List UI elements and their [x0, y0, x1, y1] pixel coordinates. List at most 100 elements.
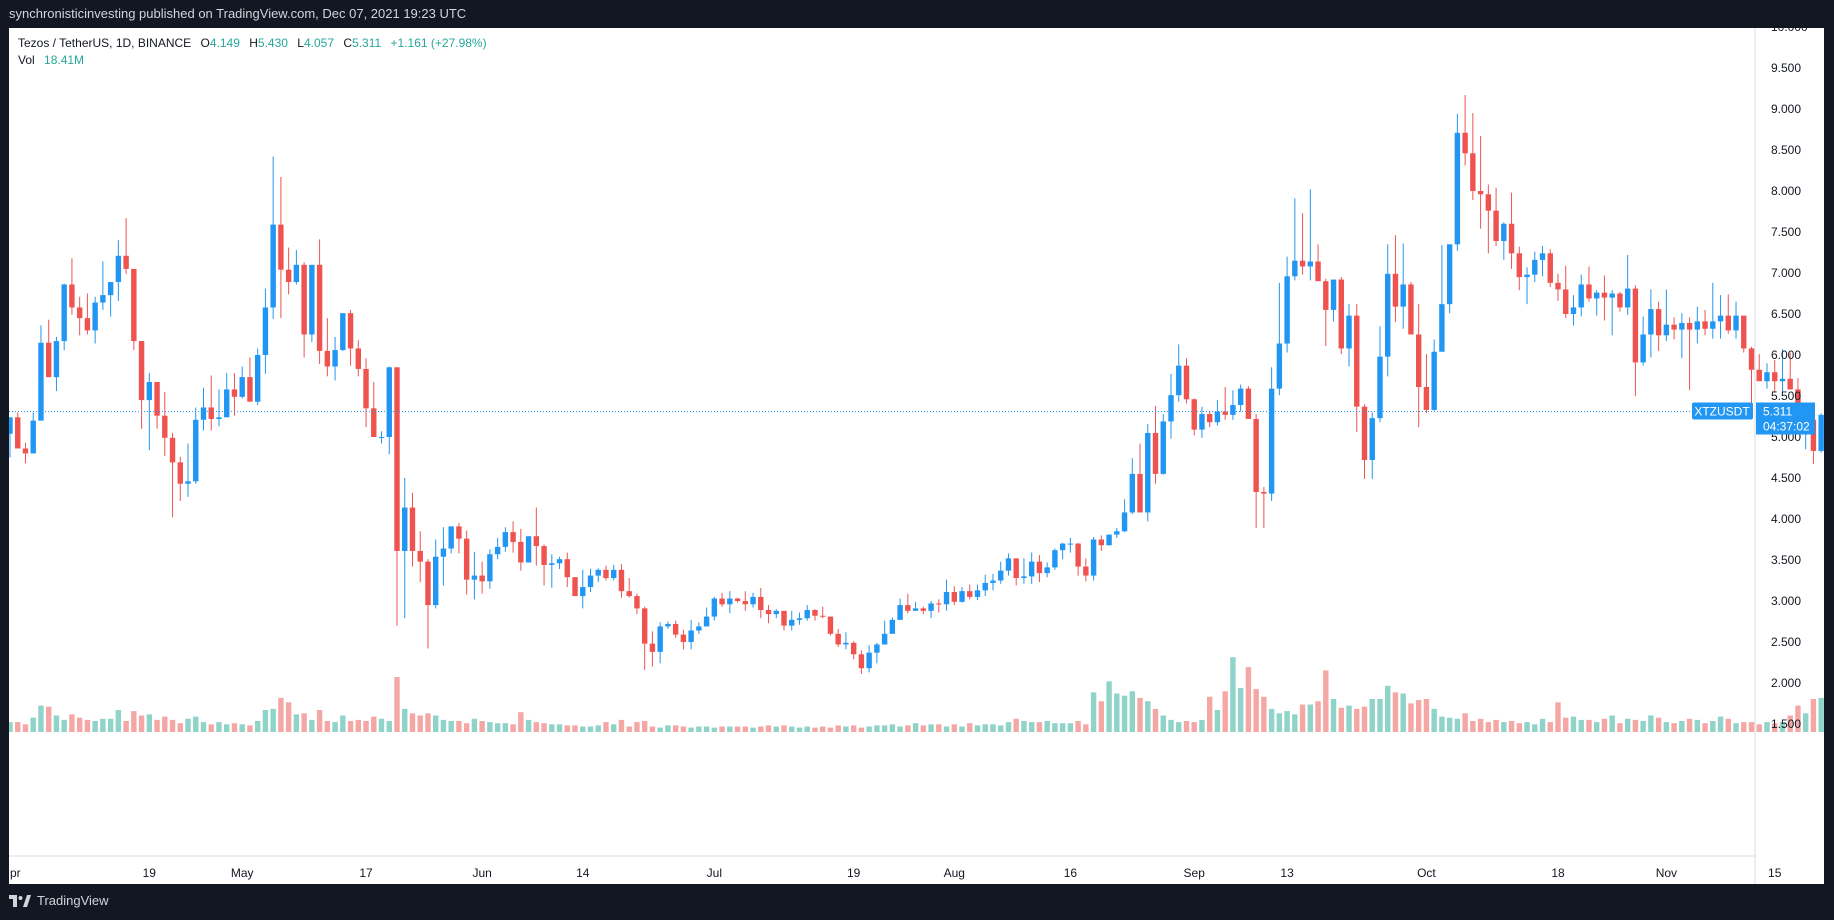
candle [850, 641, 857, 660]
candle-body [463, 538, 470, 580]
candle [1632, 285, 1639, 396]
volume-bar [727, 726, 733, 732]
volume-bar [1245, 667, 1252, 732]
candle [1555, 273, 1561, 301]
candle-body [417, 550, 423, 562]
volume-bar [1609, 715, 1615, 732]
candle [1439, 245, 1445, 352]
candle-body [603, 569, 609, 579]
candle [494, 537, 501, 560]
candle [425, 559, 431, 649]
candlestick-chart[interactable]: 10.000 9.500 9.000 8.500 8.000 7.500 7.000 6.50… [9, 28, 1824, 884]
candle [84, 293, 91, 335]
volume-bar [456, 721, 462, 732]
candle [487, 549, 493, 589]
candle-body [185, 481, 191, 484]
volume-bar [417, 715, 423, 732]
candle-body [448, 526, 454, 549]
candle [518, 528, 524, 571]
candle-body [827, 616, 834, 634]
volume-bar [61, 719, 67, 732]
volume-bar [262, 710, 269, 732]
candle [115, 240, 122, 301]
volume-bar [1818, 697, 1824, 732]
volume-bar [1764, 722, 1770, 732]
candle [417, 531, 423, 583]
time-axis[interactable]: pr19May17Jun14Jul19Aug16Sep13Oct18Nov15D… [10, 866, 1824, 880]
candle-body [1493, 210, 1499, 242]
volume-bar [1586, 719, 1592, 732]
volume-bar [734, 726, 741, 732]
candle [301, 262, 307, 358]
candle-body [796, 618, 803, 620]
candle-body [216, 417, 222, 419]
candle-body [1145, 432, 1151, 513]
volume-bar [1152, 708, 1159, 732]
candle-body [92, 302, 98, 331]
volume-bar [92, 721, 98, 732]
candle [1501, 222, 1507, 260]
candle [1663, 289, 1670, 342]
volume-bar [46, 706, 52, 732]
candle-body [897, 605, 903, 620]
candle [587, 569, 594, 592]
time-tick-label: 15 [1768, 866, 1782, 880]
price-axis[interactable]: 10.000 9.500 9.000 8.500 8.000 7.500 7.000 6.50… [1771, 28, 1808, 731]
candle [1524, 267, 1530, 305]
volume-bar [231, 723, 238, 732]
candle [1586, 266, 1592, 302]
candle [386, 366, 392, 455]
volume-bar [1516, 723, 1522, 732]
candle [665, 621, 671, 629]
candle [634, 593, 640, 615]
volume-bar [1377, 699, 1383, 732]
volume-bar [665, 725, 671, 732]
candle [1075, 542, 1081, 576]
candle-body [1253, 418, 1259, 492]
volume-bar [1222, 691, 1228, 732]
candle [881, 620, 888, 645]
candle [827, 616, 834, 636]
legend-open-label: O [200, 36, 210, 50]
volume-bar [1663, 722, 1670, 732]
chart-area[interactable]: 10.000 9.500 9.000 8.500 8.000 7.500 7.000 6.50… [9, 28, 1824, 884]
candle-body [1470, 153, 1476, 191]
volume-bar [278, 697, 284, 732]
candle-body [440, 548, 447, 557]
candle-body [572, 577, 578, 597]
candle [1508, 192, 1515, 269]
tradingview-brand[interactable]: TradingView [9, 893, 109, 908]
candle [1268, 367, 1275, 501]
candle [216, 389, 222, 427]
candle-body [84, 318, 91, 331]
volume-bar [154, 719, 160, 732]
volume-bar [448, 721, 454, 732]
candle [951, 586, 957, 606]
candle-body [518, 541, 524, 563]
volume-bar [1276, 713, 1283, 732]
candle [781, 610, 787, 631]
candle [247, 357, 253, 402]
volume-bar [1679, 721, 1685, 732]
candle-body [270, 224, 276, 308]
candle [998, 561, 1004, 584]
candle-body [1508, 223, 1515, 254]
candle [224, 373, 230, 418]
volume-bar [100, 718, 106, 732]
candle-body [1679, 323, 1685, 330]
candle [912, 601, 919, 611]
volume-bar [866, 726, 872, 732]
volume-bar [239, 724, 245, 732]
candle-body [1028, 561, 1035, 577]
candle [541, 544, 547, 586]
candle [61, 283, 67, 351]
legend-symbol: Tezos / TetherUS, 1D, BINANCE [18, 36, 192, 50]
candle-body [1423, 386, 1430, 410]
volume-bar [967, 723, 973, 732]
volume-bar [185, 718, 191, 732]
volume-bar [1168, 719, 1174, 732]
candle-body [912, 608, 919, 611]
candle [1408, 282, 1414, 335]
candle-body [1702, 321, 1708, 329]
candle-body [131, 268, 137, 342]
